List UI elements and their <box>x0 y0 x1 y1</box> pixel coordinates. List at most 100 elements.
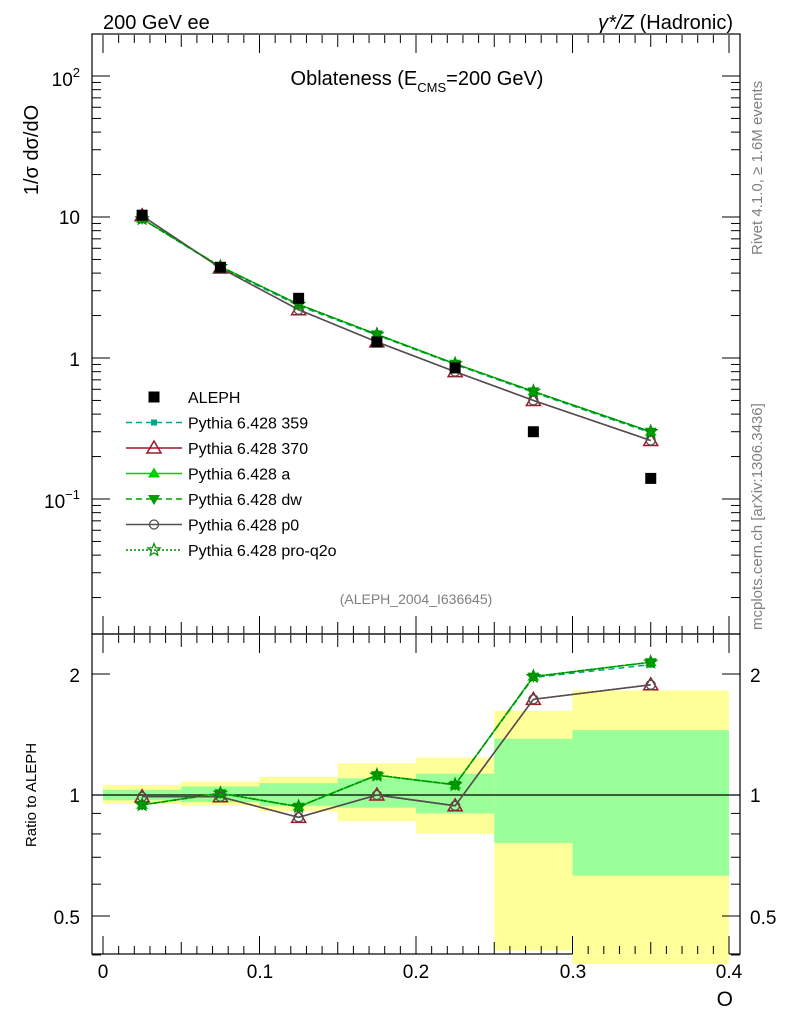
legend-entry-pq2o: Pythia 6.428 pro-q2o <box>126 541 337 560</box>
legend-entry-pdw: Pythia 6.428 dw <box>126 492 302 509</box>
ratio-point-pp0 <box>528 694 539 705</box>
ratio-series-pq2o <box>134 654 659 814</box>
main-point-pdw <box>370 330 383 341</box>
ratio-point-pq2o <box>212 785 229 800</box>
ratio-ytick-label-2-right: 2 <box>750 666 761 687</box>
main-y-axis-label: 1/σ dσ/dO <box>21 105 43 195</box>
ratio-ytick-label-1: 1 <box>69 786 80 807</box>
ratio-point-pdw <box>370 771 383 782</box>
main-line-pq2o <box>141 218 651 433</box>
legend-marker-aleph <box>148 391 160 403</box>
legend-label-pdw: Pythia 6.428 dw <box>188 492 302 509</box>
ratio-bands <box>92 690 740 964</box>
legend-label-p370: Pythia 6.428 370 <box>188 441 308 458</box>
legend-label-pp0: Pythia 6.428 p0 <box>188 518 299 535</box>
ytick-label-10: 10 <box>59 208 80 229</box>
header-right-rest: (Hadronic) <box>640 12 733 34</box>
main-point-pp0 <box>528 395 539 406</box>
xtick-label-0.4: 0.4 <box>716 962 743 983</box>
xtick-label-0.3: 0.3 <box>560 962 586 983</box>
ratio-y-axis-label: Ratio to ALEPH <box>23 743 40 847</box>
legend-marker-pq2o <box>146 541 162 557</box>
ratio-point-pq2o <box>447 776 463 792</box>
ratio-point-pq2o <box>134 796 150 812</box>
ratio-point-pp0 <box>293 812 304 823</box>
band-green-6 <box>572 730 729 876</box>
header-left-label: 200 GeV ee <box>103 12 210 34</box>
main-series-pp0 <box>136 210 656 446</box>
ytick-0.1-base: 10 <box>44 492 65 513</box>
ratio-point-pdw <box>449 780 462 791</box>
main-point-aleph <box>136 209 148 221</box>
ratio-point-pp0 <box>371 789 383 801</box>
legend-label-data: ALEPH <box>188 390 240 407</box>
main-point-pq2o <box>525 383 542 398</box>
x-axis-label: O <box>717 988 733 1011</box>
ratio-ytick-label-0.5: 0.5 <box>54 908 80 929</box>
xtick-label-0.1: 0.1 <box>247 962 273 983</box>
legend-marker-pa <box>148 467 160 478</box>
legend-entry-p370: Pythia 6.428 370 <box>126 439 308 458</box>
plot-title-sub: CMS <box>417 80 446 95</box>
ratio-ytick-label-2: 2 <box>69 666 80 687</box>
ratio-point-pdw <box>644 658 657 669</box>
legend-marker-pdw <box>148 495 160 505</box>
legend-label-p359: Pythia 6.428 359 <box>188 416 308 433</box>
main-point-pp0 <box>645 435 656 446</box>
plot-title-tail: =200 GeV) <box>446 68 543 90</box>
ratio-point-pq2o <box>290 798 307 814</box>
main-point-pp0 <box>293 304 304 315</box>
rivet-label: Rivet 4.1.0, ≥ 1.6M events <box>749 81 766 255</box>
ratio-point-pdw <box>136 800 149 811</box>
analysis-watermark: (ALEPH_2004_I636645) <box>340 591 493 607</box>
ytick-label-100: 102 <box>52 65 80 91</box>
legend-label-pq2o: Pythia 6.428 pro-q2o <box>188 543 337 560</box>
ratio-point-pp0 <box>449 800 461 811</box>
ratio-series-layer <box>133 654 660 824</box>
ytick-label-0.1: 10−1 <box>44 487 80 513</box>
ratio-point-pq2o <box>525 668 542 684</box>
header-right-symbol: γ*/Z <box>598 12 634 34</box>
legend-entry-p359: Pythia 6.428 359 <box>126 416 308 433</box>
ratio-point-pp0 <box>215 791 226 802</box>
main-point-aleph <box>645 472 657 484</box>
main-point-aleph <box>527 426 539 438</box>
legend-marker-p370 <box>145 439 163 454</box>
main-series-layer <box>133 207 660 484</box>
main-series-p370 <box>133 207 660 447</box>
main-point-pq2o <box>643 423 659 439</box>
plot-title-main: Oblateness (E <box>291 68 418 90</box>
legend-entry-pp0: Pythia 6.428 p0 <box>126 518 299 535</box>
ratio-point-pq2o <box>643 654 659 669</box>
mcplots-label: mcplots.cern.ch [arXiv:1306.3436] <box>749 403 766 630</box>
legend-entry-data: ALEPH <box>148 390 240 407</box>
legend: ALEPH Pythia 6.428 359 Pythia 6.428 370 Pyt… <box>126 390 337 560</box>
ratio-point-pq2o <box>369 767 385 782</box>
main-point-aleph <box>449 362 461 374</box>
ratio-ytick-label-0.5-right: 0.5 <box>750 908 776 929</box>
legend-entry-pa: Pythia 6.428 a <box>126 467 290 484</box>
ratio-point-pdw <box>527 672 540 683</box>
ytick-0.1-exp: −1 <box>65 487 80 502</box>
legend-marker-p359 <box>151 419 157 426</box>
axis-ticks <box>92 35 740 956</box>
ytick-100-base: 10 <box>52 70 73 91</box>
plot-title: Oblateness (ECMS=200 GeV) <box>291 68 544 95</box>
legend-label-pa: Pythia 6.428 a <box>188 467 290 484</box>
main-series-aleph <box>136 209 657 484</box>
legend-marker-pp0 <box>148 519 160 530</box>
band-green-5 <box>494 738 573 843</box>
main-point-aleph <box>293 292 305 304</box>
xtick-label-0.2: 0.2 <box>403 962 429 983</box>
xtick-label-0: 0 <box>98 962 109 983</box>
ratio-ytick-label-1-right: 1 <box>750 786 761 807</box>
header-right-label: γ*/Z (Hadronic) <box>598 12 733 34</box>
ratio-point-pdw <box>214 789 227 800</box>
ytick-label-1: 1 <box>69 350 80 371</box>
ratio-point-pp0 <box>136 791 148 802</box>
ytick-100-exp: 2 <box>73 65 80 80</box>
main-point-aleph <box>371 336 383 348</box>
main-point-aleph <box>214 261 226 273</box>
ratio-point-pp0 <box>645 679 656 690</box>
